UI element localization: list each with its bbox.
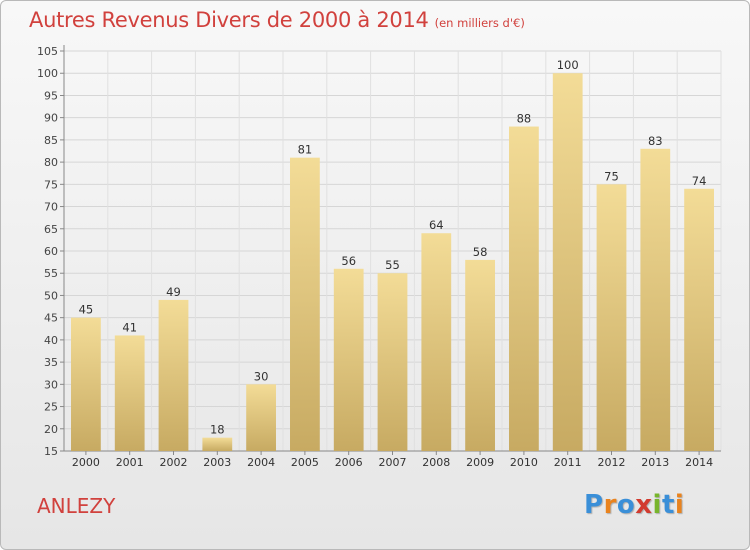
data-label: 88 — [517, 112, 532, 126]
y-tick-label: 80 — [44, 156, 58, 169]
y-tick-label: 105 — [37, 45, 58, 58]
data-label: 64 — [429, 218, 444, 232]
y-tick-label: 55 — [44, 267, 58, 280]
bar — [333, 268, 364, 451]
logo-letter: P — [584, 490, 604, 520]
y-tick-label: 65 — [44, 223, 58, 236]
bar — [421, 233, 452, 451]
y-tick-label: 30 — [44, 378, 58, 391]
data-label: 74 — [692, 174, 707, 188]
chart-subtitle: (en milliers d'€) — [434, 16, 525, 30]
y-tick-label: 20 — [44, 423, 58, 436]
data-labels: 45 41 49 18 30 81 56 55 64 58 88 100 75 83 74 — [79, 58, 707, 436]
x-tick-label: 2009 — [466, 456, 494, 469]
x-tick-label: 2004 — [247, 456, 275, 469]
x-tick-labels: 2000 2001 2002 2003 2004 2005 2006 2007 2008 2009… — [72, 456, 713, 469]
x-tick-label: 2008 — [422, 456, 450, 469]
bar — [465, 259, 495, 451]
x-tick-label: 2000 — [72, 456, 100, 469]
bar — [202, 437, 233, 451]
logo-letter: x — [635, 490, 653, 520]
data-label: 49 — [166, 285, 181, 299]
y-tick-label: 25 — [44, 401, 58, 414]
bar — [509, 126, 539, 452]
y-tick-label: 70 — [44, 201, 58, 214]
x-tick-label: 2012 — [598, 456, 626, 469]
bar — [290, 157, 320, 451]
bar — [114, 335, 145, 451]
data-label: 18 — [210, 423, 225, 437]
y-tick-label: 60 — [44, 245, 58, 258]
x-tick-label: 2001 — [116, 456, 144, 469]
y-tick-labels: 15 20 25 30 35 40 45 50 55 60 65 70 75 80 85 90 95 100 105 — [37, 45, 58, 458]
y-tick-label: 85 — [44, 134, 58, 147]
x-tick-label: 2007 — [379, 456, 407, 469]
y-tick-label: 75 — [44, 178, 58, 191]
location-label: ANLEZY — [37, 494, 116, 518]
y-tick-label: 35 — [44, 356, 58, 369]
data-label: 58 — [473, 245, 488, 259]
bar — [71, 317, 101, 451]
data-label: 83 — [648, 134, 663, 148]
bar — [158, 299, 189, 451]
y-tick-label: 45 — [44, 312, 58, 325]
bar — [377, 273, 408, 451]
data-label: 75 — [604, 169, 619, 183]
bar — [246, 384, 276, 451]
logo-letter: o — [616, 490, 636, 520]
logo-letter: r — [603, 490, 617, 520]
data-label: 55 — [385, 258, 400, 272]
chart-title: Autres Revenus Divers de 2000 à 2014 (en … — [29, 8, 525, 32]
proxiti-logo[interactable]: Proxiti — [584, 490, 684, 520]
y-tick-label: 90 — [44, 112, 58, 125]
x-tick-label: 2010 — [510, 456, 538, 469]
y-tick-label: 100 — [37, 67, 58, 80]
x-tick-label: 2003 — [203, 456, 231, 469]
x-tick-label: 2013 — [641, 456, 669, 469]
data-label: 56 — [341, 254, 356, 268]
logo-letter: i — [674, 490, 685, 520]
data-label: 30 — [254, 369, 269, 383]
bars — [71, 73, 714, 452]
y-tick-label: 40 — [44, 334, 58, 347]
bar — [552, 73, 583, 451]
bar — [684, 188, 714, 451]
y-tick-label: 50 — [44, 289, 58, 302]
x-tick-label: 2005 — [291, 456, 319, 469]
x-tick-label: 2002 — [160, 456, 188, 469]
logo-letter: i — [652, 490, 662, 520]
bar — [596, 184, 627, 452]
x-tick-label: 2011 — [554, 456, 582, 469]
data-label: 81 — [298, 143, 313, 157]
bar — [640, 148, 671, 451]
data-label: 100 — [557, 58, 579, 72]
x-tick-label: 2014 — [685, 456, 713, 469]
x-tick-label: 2006 — [335, 456, 363, 469]
y-tick-label: 15 — [44, 445, 58, 458]
logo-letter: t — [661, 490, 675, 520]
data-label: 41 — [122, 320, 137, 334]
y-tick-label: 95 — [44, 89, 58, 102]
data-label: 45 — [79, 303, 94, 317]
chart-title-text: Autres Revenus Divers de 2000 à 2014 — [29, 8, 429, 32]
